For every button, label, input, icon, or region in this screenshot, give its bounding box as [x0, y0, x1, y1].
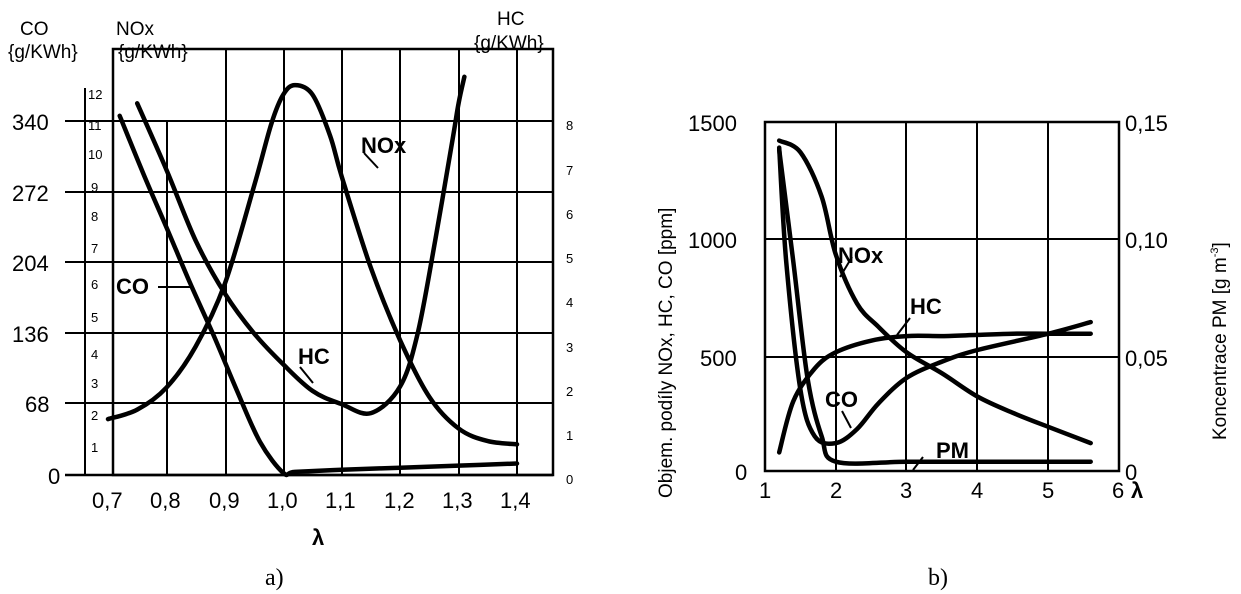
panel-a-co-tick: 136 — [12, 322, 49, 347]
panel-a-nox-tick: 11 — [88, 118, 102, 133]
series-line-hc — [134, 74, 467, 416]
panel-a-hc-tick: 1 — [566, 428, 573, 443]
panel-b-y-left-label: Objem. podíly NOx, HC, CO [ppm] — [656, 208, 677, 498]
panel-a-nox-axis-unit: {g/KWh} — [118, 42, 188, 63]
panel-b-y-right-label-end: ] — [1210, 242, 1231, 247]
panel-a-hc-tick: 0 — [566, 472, 573, 487]
panel-b-y-right-label: Koncentrace PM [g m-3] — [1209, 242, 1231, 440]
panel-a-curves — [105, 74, 520, 478]
panel-a-hc-axis-title: HC — [497, 9, 524, 30]
panel-a-x-tick: 0,9 — [209, 488, 240, 513]
panel-a-nox-tick: 7 — [91, 241, 98, 256]
series-line-nox — [105, 82, 520, 447]
panel-b-caption: b) — [928, 565, 948, 591]
panel-b-plot-frame — [763, 120, 1121, 473]
panel-a-nox-axis-title: NOx — [116, 19, 155, 40]
panel-b-x-tick: 2 — [830, 478, 842, 503]
panel-a-nox-tick: 1 — [91, 440, 98, 455]
panel-b-x-label: λ — [1131, 478, 1143, 503]
panel-b-co-annotation: CO — [825, 387, 858, 412]
panel-a-hc-tick: 2 — [566, 384, 573, 399]
panel-b-hc-pointer — [896, 317, 911, 336]
panel-a-x-tick: 1,2 — [384, 488, 415, 513]
panel-b-y-right-label-sup: -3 — [1209, 248, 1221, 258]
panel-b-co-pointer — [841, 410, 852, 429]
panel-b-x-tick: 1 — [759, 478, 771, 503]
panel-a-co-tick: 272 — [12, 181, 49, 206]
panel-b-y-right-tick: 0,05 — [1125, 346, 1168, 371]
panel-b-nox-annotation: NOx — [838, 243, 884, 268]
panel-a-caption: a) — [265, 565, 284, 591]
panel-a-co-tick: 68 — [25, 392, 49, 417]
panel-a-hc-pointer — [299, 366, 314, 384]
panel-a-x-tick: 1,1 — [325, 488, 356, 513]
panel-a-nox-pointer — [363, 152, 379, 169]
panel-a-hc-annotation: HC — [298, 344, 330, 369]
panel-a-x-tick: 1,3 — [442, 488, 473, 513]
panel-a-nox-tick: 8 — [91, 209, 98, 224]
panel-a-co-annotation: CO — [116, 274, 149, 299]
panel-a-nox-tick: 4 — [91, 347, 98, 362]
panel-b-x-tick: 4 — [971, 478, 983, 503]
panel-a-hc-tick: 4 — [566, 295, 573, 310]
panel-b-y-right-tick: 0,15 — [1125, 111, 1168, 136]
panel-a-nox-tick: 6 — [91, 277, 98, 292]
panel-a-x-label: λ — [312, 525, 324, 550]
panel-a-x-tick: 0,7 — [92, 488, 123, 513]
panel-b-y-right-tick: 0 — [1125, 460, 1137, 485]
panel-a-hc-tick: 8 — [566, 118, 573, 133]
panel-a-hc-tick: 7 — [566, 163, 573, 178]
series-line-co — [776, 145, 1093, 446]
panel-b-y-left-tick: 1000 — [688, 228, 737, 253]
panel-a-co-tick: 0 — [48, 464, 60, 489]
panel-a-nox-tick: 10 — [88, 147, 102, 162]
panel-b: 1500 1000 500 0 0,15 0,10 0,05 0 1 2 3 4… — [656, 111, 1231, 591]
panel-b-x-tick: 5 — [1042, 478, 1054, 503]
panel-a-nox-annotation: NOx — [361, 133, 407, 158]
panel-b-y-left-tick: 500 — [700, 346, 737, 371]
panel-a-co-tick: 340 — [12, 110, 49, 135]
series-line-co — [117, 113, 520, 478]
panel-b-pm-annotation: PM — [936, 438, 969, 463]
panel-a-hc-tick: 3 — [566, 340, 573, 355]
panel-a-hc-tick: 6 — [566, 207, 573, 222]
panel-a: CO {g/KWh} NOx {g/KWh} HC {g/KWh} 340 27… — [8, 9, 573, 591]
panel-b-y-left-tick: 1500 — [688, 111, 737, 136]
panel-a-x-tick: 1,4 — [500, 488, 531, 513]
panel-b-x-tick: 3 — [900, 478, 912, 503]
panel-a-nox-tick: 12 — [88, 87, 102, 102]
panel-a-nox-tick: 3 — [91, 376, 98, 391]
series-line-nox — [776, 138, 1093, 446]
series-line-pm — [776, 147, 1093, 466]
panel-a-co-axis-unit: {g/KWh} — [8, 42, 78, 63]
panel-b-x-tick: 6 — [1112, 478, 1124, 503]
panel-b-y-right-label-main: Koncentrace PM [g m — [1210, 257, 1231, 440]
panel-a-hc-tick: 5 — [566, 251, 573, 266]
panel-b-hc-annotation: HC — [910, 294, 942, 319]
panel-b-y-right-tick: 0,10 — [1125, 228, 1168, 253]
panel-a-nox-tick: 5 — [91, 310, 98, 325]
panel-a-co-axis-title: CO — [20, 19, 49, 40]
panel-a-x-tick: 1,0 — [267, 488, 298, 513]
panel-a-hc-axis-unit: {g/KWh} — [474, 33, 544, 54]
panel-b-y-left-tick: 0 — [735, 460, 747, 485]
panel-a-co-tick: 204 — [12, 251, 49, 276]
panel-a-nox-tick: 2 — [91, 408, 98, 423]
panel-b-curves — [776, 138, 1093, 466]
panel-a-x-tick: 0,8 — [150, 488, 181, 513]
panel-a-nox-tick: 9 — [91, 180, 98, 195]
